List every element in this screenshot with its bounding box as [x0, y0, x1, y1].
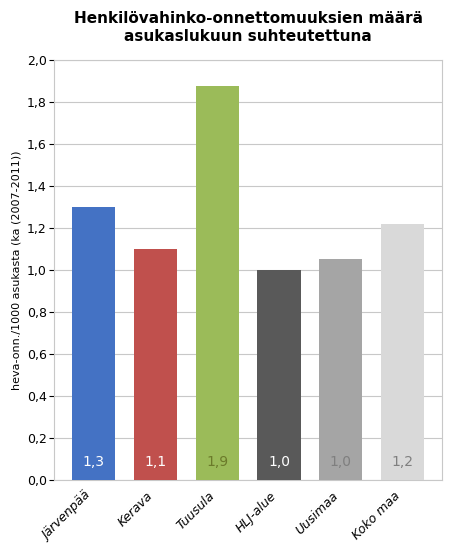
Text: 1,3: 1,3: [82, 455, 105, 469]
Text: 1,1: 1,1: [145, 455, 166, 469]
Title: Henkilövahinko-onnettomuuksien määrä
asukaslukuun suhteutettuna: Henkilövahinko-onnettomuuksien määrä asu…: [73, 11, 423, 44]
Text: 1,0: 1,0: [268, 455, 290, 469]
Bar: [381, 224, 424, 480]
Text: 1,2: 1,2: [392, 455, 414, 469]
Bar: [72, 207, 115, 480]
Bar: [257, 270, 301, 480]
Text: 1,9: 1,9: [206, 455, 228, 469]
Bar: [196, 86, 239, 480]
Y-axis label: heva-onn./1000 asukasta (ka (2007-2011)): heva-onn./1000 asukasta (ka (2007-2011)): [11, 150, 21, 389]
Text: 1,0: 1,0: [330, 455, 352, 469]
Bar: [134, 249, 177, 480]
Bar: [319, 259, 362, 480]
